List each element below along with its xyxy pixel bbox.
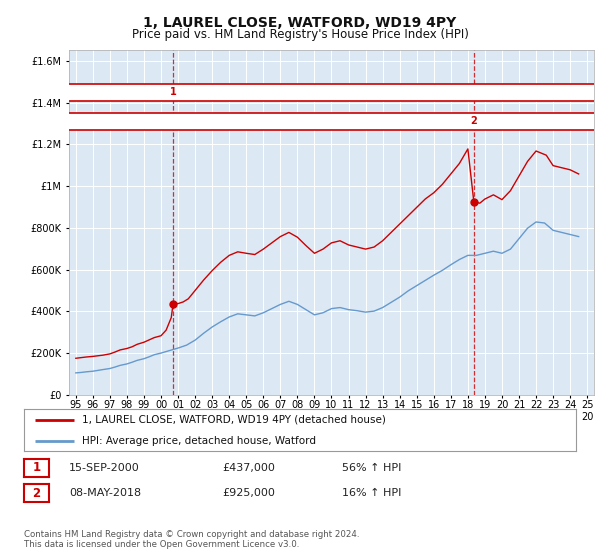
Text: HPI: Average price, detached house, Watford: HPI: Average price, detached house, Watf… [82,436,316,446]
Text: 2: 2 [32,487,41,500]
Text: This data is licensed under the Open Government Licence v3.0.: This data is licensed under the Open Gov… [24,540,299,549]
Text: Price paid vs. HM Land Registry's House Price Index (HPI): Price paid vs. HM Land Registry's House … [131,28,469,41]
Text: 2: 2 [470,116,477,127]
Text: 08-MAY-2018: 08-MAY-2018 [69,488,141,498]
Text: 16% ↑ HPI: 16% ↑ HPI [342,488,401,498]
Text: Contains HM Land Registry data © Crown copyright and database right 2024.: Contains HM Land Registry data © Crown c… [24,530,359,539]
Text: 1: 1 [170,87,176,97]
Text: 1: 1 [32,461,41,474]
Text: 1, LAUREL CLOSE, WATFORD, WD19 4PY: 1, LAUREL CLOSE, WATFORD, WD19 4PY [143,16,457,30]
Text: £925,000: £925,000 [222,488,275,498]
FancyBboxPatch shape [0,113,600,130]
Text: 15-SEP-2000: 15-SEP-2000 [69,463,140,473]
Text: £437,000: £437,000 [222,463,275,473]
Text: 1, LAUREL CLOSE, WATFORD, WD19 4PY (detached house): 1, LAUREL CLOSE, WATFORD, WD19 4PY (deta… [82,415,386,424]
FancyBboxPatch shape [0,83,600,101]
Text: 56% ↑ HPI: 56% ↑ HPI [342,463,401,473]
